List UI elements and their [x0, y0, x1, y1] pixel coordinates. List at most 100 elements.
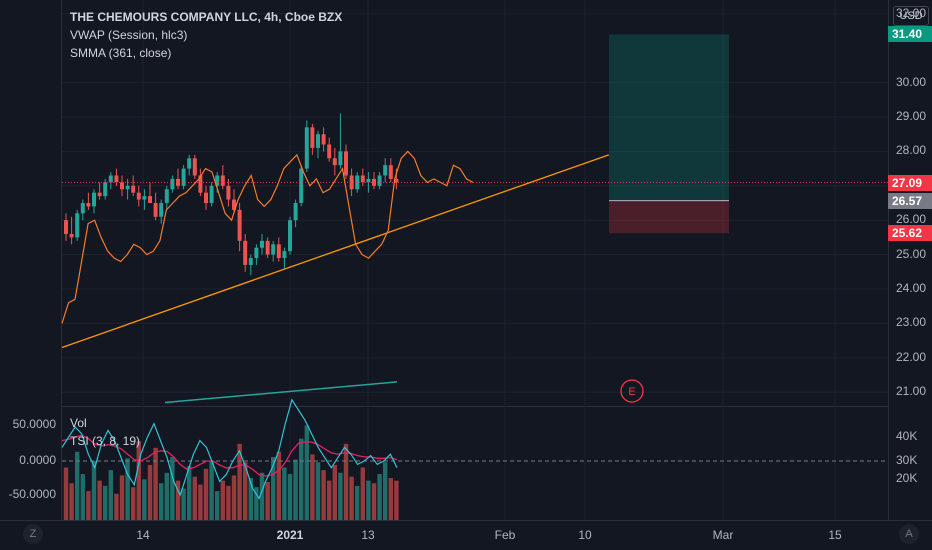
volume-bar [153, 447, 158, 520]
volume-bar [181, 488, 186, 520]
volume-bar [265, 481, 270, 520]
volume-legend[interactable]: Vol [70, 416, 87, 430]
volume-bar [349, 476, 354, 520]
candle [220, 165, 225, 190]
candle [332, 147, 337, 176]
candle [316, 130, 320, 159]
tsi-tick: -50.0000 [8, 487, 56, 501]
volume-bar [192, 476, 197, 520]
candle-body [75, 213, 80, 238]
volume-bar [226, 485, 231, 520]
candle-body [97, 192, 102, 197]
candle [355, 172, 360, 193]
candle-body [69, 233, 74, 238]
candle-body [103, 182, 108, 197]
candle-body [198, 175, 203, 193]
candle [254, 244, 259, 265]
volume-bar [321, 470, 326, 520]
volume-tsi-pane [61, 398, 888, 520]
earnings-label: E [628, 386, 635, 398]
candle [276, 237, 281, 262]
candle-body [204, 192, 208, 203]
indicator-lines: E [61, 150, 888, 404]
vwap-line [61, 150, 474, 324]
candle-body [248, 258, 253, 265]
candle [383, 158, 388, 183]
volume-bar [371, 483, 377, 520]
candle [243, 233, 248, 272]
candle [248, 254, 253, 276]
candle-body [265, 240, 270, 255]
candle [131, 175, 136, 197]
volume-bar [69, 483, 74, 520]
candle-body [288, 220, 292, 252]
candle [80, 199, 85, 221]
candle [97, 182, 102, 200]
candle-body [276, 244, 281, 259]
price-tick: 32.00 [896, 5, 927, 20]
candle-body [164, 189, 169, 203]
price-tick: 21.00 [896, 384, 927, 399]
price-tick: 22.00 [896, 349, 927, 364]
candle [181, 165, 186, 190]
volume-bar [231, 475, 237, 520]
candle-body [237, 209, 242, 241]
candle-body [271, 244, 276, 255]
volume-bar [63, 467, 69, 520]
price-tag: 27.09 [888, 174, 932, 191]
volume-bar [175, 480, 181, 520]
candle-body [360, 175, 365, 183]
candle-body [327, 144, 332, 159]
volume-bar [80, 474, 85, 520]
tsi-line [61, 398, 398, 500]
candle-body [64, 220, 68, 234]
auto-scale-button[interactable]: A [899, 524, 919, 544]
candle-body [293, 203, 298, 221]
candle-body [220, 175, 225, 186]
volume-bar [383, 462, 388, 520]
volume-bar [304, 425, 309, 520]
candle [69, 216, 74, 245]
candle [209, 182, 214, 207]
volume-tick: 30K [896, 453, 918, 467]
volume-bar [287, 474, 293, 520]
candle-body [349, 175, 354, 190]
volume-bar [220, 480, 225, 520]
candle [148, 182, 152, 203]
volume-bar [209, 460, 214, 520]
candle [377, 172, 382, 190]
volume-bar [86, 491, 91, 520]
candle-body [226, 185, 231, 200]
currency-button[interactable]: USD [893, 6, 929, 26]
zoom-button[interactable]: Z [23, 524, 43, 544]
smma-legend[interactable]: SMMA (361, close) [70, 46, 172, 60]
volume-bar [119, 475, 125, 520]
volume-bar [103, 485, 108, 520]
vwap-legend[interactable]: VWAP (Session, hlc3) [70, 28, 188, 42]
volume-bar [332, 464, 337, 520]
tsi-tick: 0.0000 [19, 453, 56, 467]
candle [265, 237, 270, 259]
candle [170, 175, 175, 193]
volume-bar [203, 468, 209, 520]
candle [260, 233, 264, 255]
candle [120, 175, 124, 197]
price-tick: 29.00 [896, 108, 927, 123]
candle-body [254, 247, 259, 259]
candle-body [394, 178, 399, 183]
volume-bar [114, 493, 119, 520]
volume-bar [136, 441, 141, 520]
candle [226, 178, 231, 207]
candle [164, 185, 169, 210]
candle-body [209, 185, 214, 203]
tsi-tick: 50.0000 [12, 417, 56, 431]
time-tick: Mar [712, 528, 734, 542]
volume-bar [254, 487, 259, 520]
candle-body [136, 192, 141, 200]
volume-bar [394, 480, 399, 520]
candle-body [332, 158, 337, 166]
tsi-legend[interactable]: TSI (3, 8, 19) [70, 434, 141, 448]
volume-bar [243, 462, 248, 520]
candle-body [366, 178, 371, 183]
